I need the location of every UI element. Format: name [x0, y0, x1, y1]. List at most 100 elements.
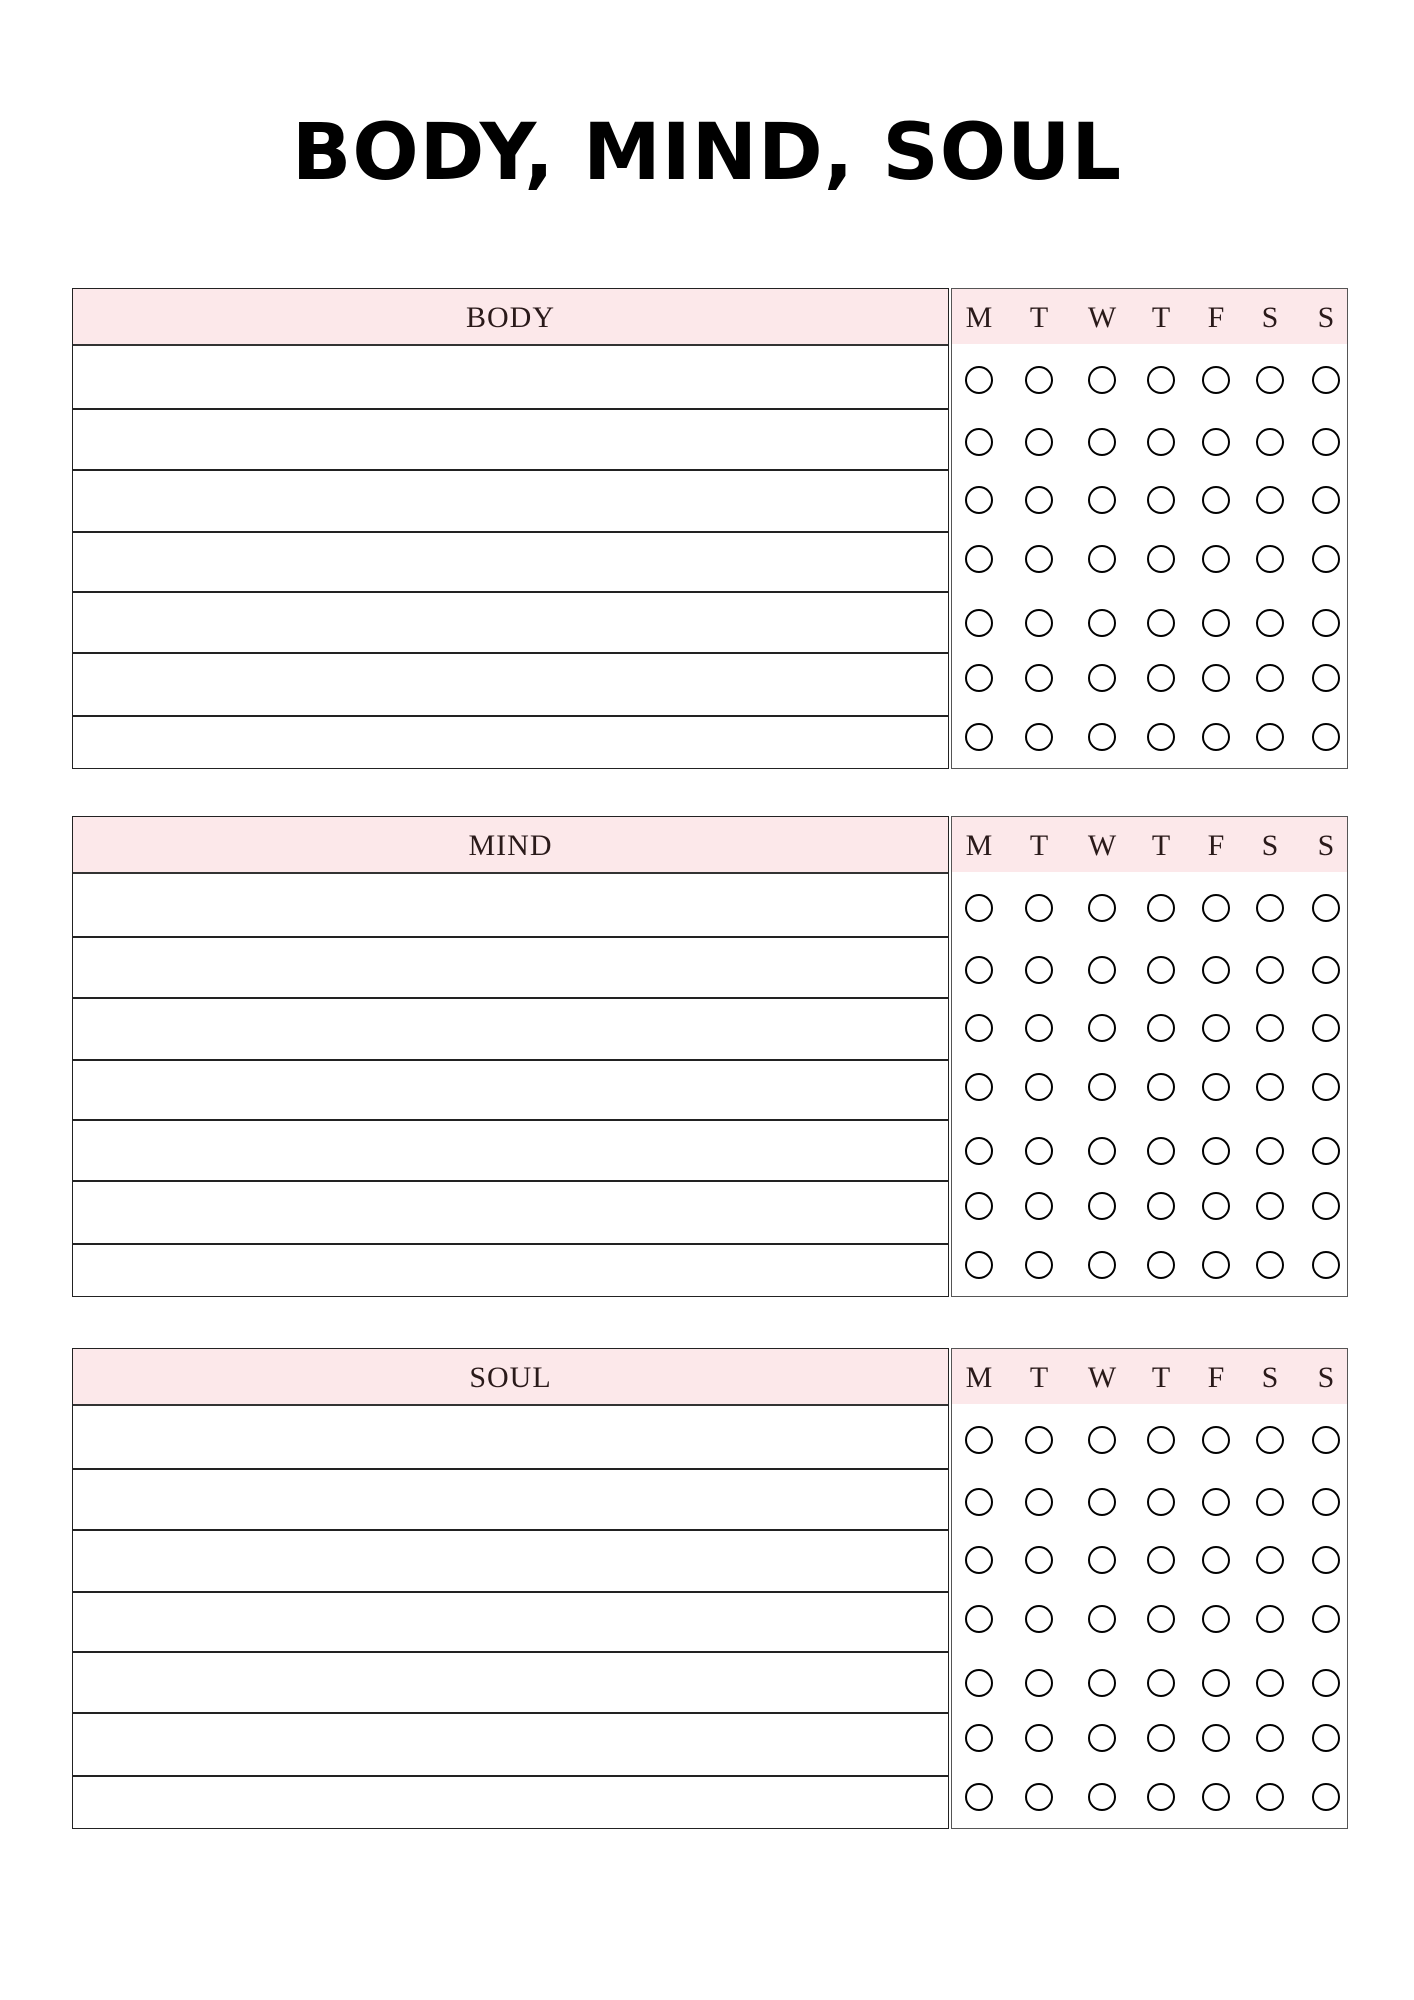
circle-checkbox-icon[interactable]	[1312, 664, 1340, 692]
circle-checkbox-icon[interactable]	[1312, 1073, 1340, 1101]
circle-checkbox-icon[interactable]	[1312, 486, 1340, 514]
task-input[interactable]	[79, 1122, 942, 1180]
circle-checkbox-icon[interactable]	[1256, 1488, 1284, 1516]
circle-checkbox-icon[interactable]	[1088, 1192, 1116, 1220]
circle-checkbox-icon[interactable]	[965, 1724, 993, 1752]
task-input[interactable]	[79, 1778, 942, 1836]
circle-checkbox-icon[interactable]	[965, 664, 993, 692]
circle-checkbox-icon[interactable]	[1312, 1192, 1340, 1220]
circle-checkbox-icon[interactable]	[1256, 1724, 1284, 1752]
circle-checkbox-icon[interactable]	[1088, 1488, 1116, 1516]
circle-checkbox-icon[interactable]	[1312, 428, 1340, 456]
circle-checkbox-icon[interactable]	[1256, 486, 1284, 514]
circle-checkbox-icon[interactable]	[965, 1137, 993, 1165]
circle-checkbox-icon[interactable]	[1256, 545, 1284, 573]
circle-checkbox-icon[interactable]	[1147, 894, 1175, 922]
circle-checkbox-icon[interactable]	[965, 1605, 993, 1633]
circle-checkbox-icon[interactable]	[1025, 428, 1053, 456]
circle-checkbox-icon[interactable]	[1202, 1669, 1230, 1697]
circle-checkbox-icon[interactable]	[1256, 428, 1284, 456]
circle-checkbox-icon[interactable]	[1025, 1251, 1053, 1279]
circle-checkbox-icon[interactable]	[1088, 1426, 1116, 1454]
circle-checkbox-icon[interactable]	[1312, 1426, 1340, 1454]
circle-checkbox-icon[interactable]	[1025, 1073, 1053, 1101]
circle-checkbox-icon[interactable]	[965, 1783, 993, 1811]
circle-checkbox-icon[interactable]	[1202, 956, 1230, 984]
circle-checkbox-icon[interactable]	[1088, 894, 1116, 922]
circle-checkbox-icon[interactable]	[1147, 1137, 1175, 1165]
circle-checkbox-icon[interactable]	[1256, 723, 1284, 751]
task-input[interactable]	[79, 1532, 942, 1590]
circle-checkbox-icon[interactable]	[1202, 366, 1230, 394]
circle-checkbox-icon[interactable]	[1088, 1783, 1116, 1811]
circle-checkbox-icon[interactable]	[1202, 1192, 1230, 1220]
circle-checkbox-icon[interactable]	[1202, 609, 1230, 637]
circle-checkbox-icon[interactable]	[1088, 1073, 1116, 1101]
circle-checkbox-icon[interactable]	[1312, 894, 1340, 922]
circle-checkbox-icon[interactable]	[1147, 1546, 1175, 1574]
task-input[interactable]	[79, 1594, 942, 1652]
circle-checkbox-icon[interactable]	[1147, 1251, 1175, 1279]
circle-checkbox-icon[interactable]	[1025, 1605, 1053, 1633]
circle-checkbox-icon[interactable]	[1025, 1488, 1053, 1516]
circle-checkbox-icon[interactable]	[1025, 956, 1053, 984]
circle-checkbox-icon[interactable]	[1025, 486, 1053, 514]
circle-checkbox-icon[interactable]	[1147, 428, 1175, 456]
circle-checkbox-icon[interactable]	[1256, 366, 1284, 394]
circle-checkbox-icon[interactable]	[965, 1073, 993, 1101]
circle-checkbox-icon[interactable]	[1088, 1605, 1116, 1633]
circle-checkbox-icon[interactable]	[1202, 1426, 1230, 1454]
circle-checkbox-icon[interactable]	[1256, 1669, 1284, 1697]
circle-checkbox-icon[interactable]	[1312, 723, 1340, 751]
task-input[interactable]	[79, 1654, 942, 1712]
circle-checkbox-icon[interactable]	[1256, 1546, 1284, 1574]
circle-checkbox-icon[interactable]	[1025, 1426, 1053, 1454]
circle-checkbox-icon[interactable]	[1025, 664, 1053, 692]
circle-checkbox-icon[interactable]	[1088, 723, 1116, 751]
task-input[interactable]	[79, 718, 942, 776]
circle-checkbox-icon[interactable]	[1147, 1724, 1175, 1752]
circle-checkbox-icon[interactable]	[1312, 1724, 1340, 1752]
circle-checkbox-icon[interactable]	[1147, 1192, 1175, 1220]
circle-checkbox-icon[interactable]	[1256, 1137, 1284, 1165]
circle-checkbox-icon[interactable]	[1202, 894, 1230, 922]
circle-checkbox-icon[interactable]	[1202, 486, 1230, 514]
circle-checkbox-icon[interactable]	[1025, 1546, 1053, 1574]
circle-checkbox-icon[interactable]	[1202, 1605, 1230, 1633]
circle-checkbox-icon[interactable]	[965, 1546, 993, 1574]
circle-checkbox-icon[interactable]	[1312, 366, 1340, 394]
task-input[interactable]	[79, 411, 942, 469]
circle-checkbox-icon[interactable]	[1147, 1488, 1175, 1516]
circle-checkbox-icon[interactable]	[1088, 545, 1116, 573]
task-input[interactable]	[79, 1246, 942, 1304]
circle-checkbox-icon[interactable]	[1147, 956, 1175, 984]
circle-checkbox-icon[interactable]	[1202, 1073, 1230, 1101]
circle-checkbox-icon[interactable]	[965, 609, 993, 637]
circle-checkbox-icon[interactable]	[1312, 1251, 1340, 1279]
circle-checkbox-icon[interactable]	[1312, 1014, 1340, 1042]
task-input[interactable]	[79, 939, 942, 997]
circle-checkbox-icon[interactable]	[1202, 428, 1230, 456]
circle-checkbox-icon[interactable]	[1312, 1488, 1340, 1516]
circle-checkbox-icon[interactable]	[1312, 609, 1340, 637]
circle-checkbox-icon[interactable]	[1147, 664, 1175, 692]
circle-checkbox-icon[interactable]	[1147, 366, 1175, 394]
circle-checkbox-icon[interactable]	[1312, 956, 1340, 984]
circle-checkbox-icon[interactable]	[965, 1488, 993, 1516]
circle-checkbox-icon[interactable]	[1147, 1426, 1175, 1454]
circle-checkbox-icon[interactable]	[1088, 486, 1116, 514]
circle-checkbox-icon[interactable]	[1147, 545, 1175, 573]
circle-checkbox-icon[interactable]	[1025, 545, 1053, 573]
circle-checkbox-icon[interactable]	[1088, 366, 1116, 394]
circle-checkbox-icon[interactable]	[1256, 1192, 1284, 1220]
circle-checkbox-icon[interactable]	[965, 1669, 993, 1697]
circle-checkbox-icon[interactable]	[965, 1251, 993, 1279]
task-input[interactable]	[79, 875, 942, 933]
circle-checkbox-icon[interactable]	[1256, 609, 1284, 637]
circle-checkbox-icon[interactable]	[1256, 1426, 1284, 1454]
circle-checkbox-icon[interactable]	[1088, 1669, 1116, 1697]
circle-checkbox-icon[interactable]	[1025, 1192, 1053, 1220]
circle-checkbox-icon[interactable]	[1147, 723, 1175, 751]
circle-checkbox-icon[interactable]	[1312, 1137, 1340, 1165]
task-input[interactable]	[79, 594, 942, 652]
